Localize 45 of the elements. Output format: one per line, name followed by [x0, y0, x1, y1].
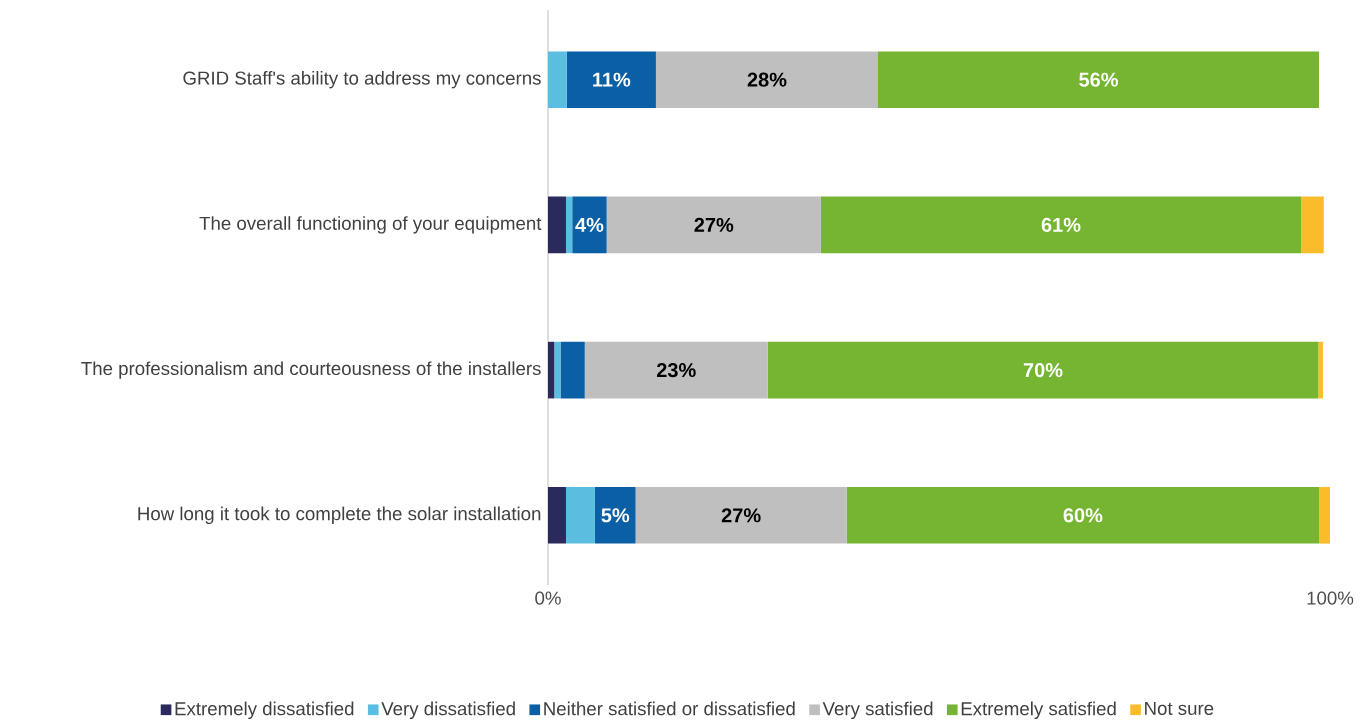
bar: [846, 486, 1320, 544]
x-tick-label: 100%: [1307, 591, 1354, 605]
data-label: 56%: [1079, 72, 1119, 87]
bar: [554, 341, 561, 399]
data-label: 5%: [601, 508, 630, 523]
bar: [584, 341, 768, 399]
bar: [572, 196, 607, 254]
legend-label: Extremely dissatisfied: [175, 701, 354, 719]
bar: [548, 196, 566, 254]
bar: [594, 486, 636, 544]
data-label: 23%: [656, 362, 696, 378]
bar: [548, 486, 566, 544]
bar: [1301, 196, 1324, 254]
data-label: 28%: [747, 72, 787, 87]
bar: [565, 486, 595, 544]
data-label: 60%: [1063, 508, 1103, 523]
bar: [1319, 486, 1330, 544]
bar: [655, 51, 878, 108]
y-tick-label: The professionalism and courteousness of the installers: [81, 361, 541, 379]
legend-label: Not sure: [1145, 701, 1214, 715]
bar: [548, 51, 567, 108]
bar: [635, 486, 847, 544]
data-label: 4%: [575, 217, 604, 232]
y-tick-label: GRID Staff's ability to address my concerns: [183, 70, 541, 89]
x-tick-label: 0%: [535, 591, 561, 605]
bar: [878, 51, 1320, 108]
bar: [566, 51, 656, 108]
legend-label: Neither satisfied or dissatisfied: [544, 701, 795, 716]
y-tick-label: The overall functioning of your equipment: [199, 216, 542, 234]
legend-label: Very satisfied: [822, 701, 933, 719]
y-tick-label: How long it took to complete the solar installation: [138, 506, 541, 524]
bar: [1318, 341, 1323, 399]
bar: [606, 196, 821, 254]
data-label: 27%: [721, 508, 761, 523]
data-label: 70%: [1023, 362, 1063, 378]
data-label: 11%: [593, 72, 631, 87]
legend-label: Extremely satisfied: [961, 701, 1116, 719]
data-label: 61%: [1041, 217, 1081, 232]
bar: [820, 196, 1302, 254]
legend-label: Very dissatisfied: [381, 701, 515, 719]
bar: [767, 341, 1319, 399]
bar: [565, 196, 573, 254]
bar: [548, 341, 555, 399]
bar: [560, 341, 585, 399]
data-label: 27%: [694, 217, 734, 232]
